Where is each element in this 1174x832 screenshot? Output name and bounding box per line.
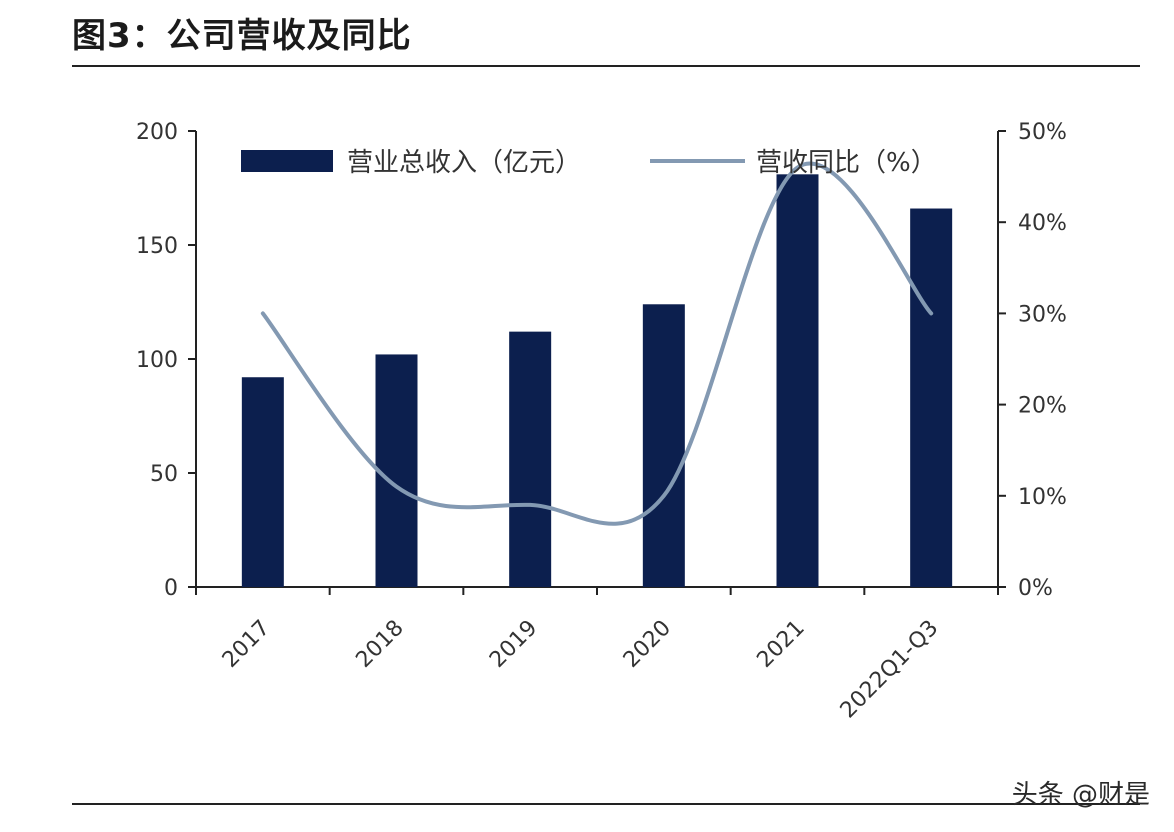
- yoy-growth-line: [260, 161, 934, 526]
- title-divider: [72, 65, 1140, 67]
- left-y-tick-label: 200: [136, 120, 178, 145]
- x-tick-label: 2017: [218, 616, 275, 673]
- bar: [509, 331, 552, 587]
- left-y-tick-label: 0: [164, 576, 178, 601]
- left-y-tick-label: 150: [136, 234, 178, 259]
- bar-line-chart: 0 50 100 150 200 0% 10% 20% 30% 40% 50% 2017 2018 201…: [136, 120, 1067, 724]
- x-tick-label: 2018: [351, 616, 408, 673]
- right-y-tick-label: 50%: [1018, 120, 1067, 145]
- right-y-tick-label: 20%: [1018, 394, 1067, 419]
- bar: [910, 208, 953, 587]
- legend-bar-label: 营业总收入（亿元）: [347, 148, 581, 178]
- x-tick-label: 2022Q1-Q3: [836, 616, 944, 724]
- legend-line-label: 营收同比（%）: [756, 148, 937, 178]
- right-y-tick-label: 40%: [1018, 211, 1067, 236]
- right-y-tick-label: 30%: [1018, 302, 1067, 327]
- figure-title: 图3：公司营收及同比: [72, 16, 412, 56]
- bar: [375, 354, 418, 587]
- right-y-tick-label: 10%: [1018, 485, 1067, 510]
- bottom-divider: [72, 803, 1140, 805]
- bar: [642, 304, 685, 587]
- left-y-tick-label: 50: [150, 462, 178, 487]
- left-y-tick-label: 100: [136, 348, 178, 373]
- bar: [776, 174, 819, 587]
- x-tick-label: 2021: [752, 616, 809, 673]
- watermark-text: 头条 @财是: [1011, 780, 1150, 810]
- x-tick-label: 2020: [619, 616, 676, 673]
- right-y-tick-label: 0%: [1018, 576, 1053, 601]
- legend-bar-swatch: [241, 150, 333, 172]
- bar: [241, 377, 284, 587]
- x-tick-label: 2019: [485, 616, 542, 673]
